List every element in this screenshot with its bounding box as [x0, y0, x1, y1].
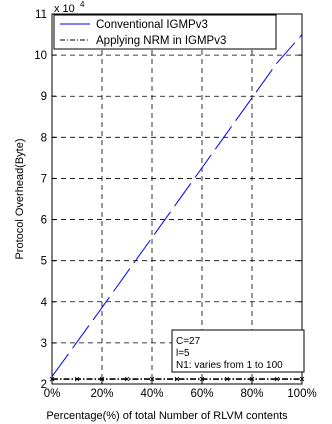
annotation-line-l: l=5 — [176, 348, 190, 359]
series-point-nrm — [249, 376, 255, 382]
y-tick-label: 5 — [41, 256, 47, 268]
x-tick-label: 80% — [240, 388, 263, 400]
legend-label-conventional: Conventional IGMPv3 — [96, 19, 208, 31]
legend-box — [53, 14, 277, 50]
y-axis-multiplier: x 10 — [54, 3, 75, 15]
plot-frame — [51, 13, 303, 385]
y-tick-label: 9 — [41, 91, 47, 103]
series-point-nrm — [174, 376, 180, 382]
series-point-nrm — [199, 376, 205, 382]
y-tick-label: 4 — [41, 297, 48, 309]
x-tick-label: 0% — [44, 388, 61, 400]
x-tick-label: 40% — [140, 388, 163, 400]
y-tick-label: 10 — [34, 50, 47, 62]
series-point-nrm — [274, 376, 280, 382]
y-tick-label: 2 — [41, 379, 47, 391]
legend-label-nrm: Applying NRM in IGMPv3 — [96, 35, 226, 47]
series-point-nrm — [124, 376, 130, 382]
x-axis-label: Percentage(%) of total Number of RLVM co… — [46, 410, 288, 422]
annotation-box — [171, 329, 305, 373]
y-axis-label: Protocol Overhead(Byte) — [14, 138, 26, 259]
annotation-line-c: C=27 — [176, 336, 201, 347]
series-point-nrm — [74, 376, 80, 382]
axis-ticks: 0% 20% 40% 60% 80% 100% 2 3 4 5 6 7 8 9 10 11 — [34, 9, 317, 400]
y-tick-label: 7 — [41, 173, 47, 185]
y-tick-label: 6 — [41, 215, 47, 227]
series-line-conventional — [51, 34, 303, 377]
x-tick-label: 20% — [90, 388, 113, 400]
x-tick-label: 60% — [190, 388, 213, 400]
series-point-nrm — [99, 376, 105, 382]
series-lines — [49, 34, 305, 382]
y-axis-multiplier-exponent: 4 — [80, 0, 85, 9]
y-tick-label: 8 — [41, 132, 47, 144]
legend: Conventional IGMPv3 Applying NRM in IGMP… — [53, 14, 277, 50]
x-tick-label: 100% — [287, 388, 316, 400]
parameter-annotation: C=27 l=5 N1: varies from 1 to 100 — [171, 329, 305, 373]
series-point-nrm — [224, 376, 230, 382]
annotation-line-n1: N1: varies from 1 to 100 — [176, 360, 283, 371]
grid-lines — [52, 14, 302, 384]
series-point-nrm — [149, 376, 155, 382]
y-tick-label: 3 — [41, 338, 47, 350]
y-tick-label: 11 — [35, 9, 47, 21]
